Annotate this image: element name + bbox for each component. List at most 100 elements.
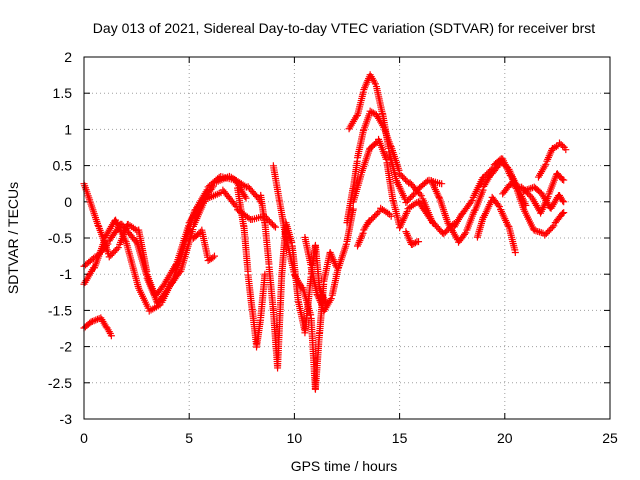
data-point — [494, 201, 502, 209]
series-arc-m — [354, 204, 395, 250]
data-point — [542, 230, 550, 238]
data-point — [265, 217, 273, 225]
data-point — [327, 295, 335, 303]
data-point — [511, 248, 519, 256]
data-point — [484, 169, 492, 177]
data-point — [369, 214, 377, 222]
data-point — [550, 222, 558, 230]
data-point — [242, 194, 250, 202]
x-tick-label: 15 — [392, 430, 408, 446]
data-point — [468, 196, 476, 204]
data-point — [489, 164, 497, 172]
series-arc-n — [402, 228, 423, 249]
series-arc-c — [80, 173, 250, 315]
data-point — [438, 180, 446, 188]
data-point — [403, 177, 411, 185]
x-tick-label: 5 — [185, 430, 193, 446]
data-point — [402, 176, 410, 184]
series-arc-f — [234, 184, 269, 351]
data-point — [387, 212, 395, 220]
data-point — [368, 215, 376, 223]
data-point — [209, 254, 217, 262]
y-tick-label: -2.5 — [48, 375, 72, 391]
data-point — [374, 209, 382, 217]
data-point — [88, 317, 96, 325]
data-point — [461, 230, 469, 238]
data-point — [92, 316, 100, 324]
data-point — [307, 311, 315, 319]
x-axis-label: GPS time / hours — [291, 458, 398, 474]
data-point — [382, 155, 390, 163]
data-point — [441, 228, 449, 236]
y-tick-label: -1.5 — [48, 302, 72, 318]
data-point — [560, 209, 568, 217]
data-point — [113, 245, 121, 253]
data-point — [483, 170, 491, 178]
series-arc-s — [520, 183, 568, 212]
data-point — [400, 174, 408, 182]
series-arc-e — [189, 226, 218, 265]
data-point — [536, 228, 544, 236]
data-point — [544, 228, 552, 236]
data-point — [548, 223, 556, 231]
data-point — [100, 237, 108, 245]
series-arc-q — [473, 193, 519, 256]
data-point — [560, 176, 568, 184]
data-point — [559, 197, 567, 205]
data-point — [359, 229, 367, 237]
data-point — [518, 183, 526, 191]
data-point — [416, 190, 424, 198]
data-point — [396, 170, 404, 178]
data-point — [417, 192, 425, 200]
data-point — [552, 143, 560, 151]
data-point — [409, 191, 417, 199]
data-point — [481, 172, 489, 180]
series-arc-p — [450, 155, 568, 239]
data-point — [467, 198, 475, 206]
data-point — [105, 253, 113, 261]
data-point — [405, 195, 413, 203]
data-point — [486, 167, 494, 175]
data-point — [371, 212, 379, 220]
data-point — [408, 192, 416, 200]
data-point — [562, 146, 570, 154]
data-point — [210, 252, 218, 260]
data-point — [108, 250, 116, 258]
data-point — [560, 198, 568, 206]
data-point — [406, 194, 414, 202]
data-point — [440, 230, 448, 238]
data-point — [403, 197, 411, 205]
y-tick-label: -2 — [60, 339, 73, 355]
data-point — [94, 221, 102, 229]
series-arc-d — [80, 314, 115, 340]
data-point — [558, 175, 566, 183]
data-point — [559, 142, 567, 150]
data-point — [241, 182, 249, 190]
data-point — [107, 251, 115, 259]
data-point — [110, 248, 118, 256]
data-point — [547, 225, 555, 233]
y-tick-label: 2 — [64, 49, 72, 65]
y-tick-label: -0.5 — [48, 230, 72, 246]
data-point — [121, 236, 129, 244]
data-point — [527, 192, 535, 200]
data-point — [415, 238, 423, 246]
data-point — [114, 244, 122, 252]
y-tick-label: 0 — [64, 194, 72, 210]
chart-title: Day 013 of 2021, Sidereal Day-to-day VTE… — [93, 20, 595, 36]
data-point — [402, 199, 410, 207]
data-point — [545, 226, 553, 234]
data-point — [479, 186, 487, 194]
y-tick-label: 1.5 — [53, 85, 73, 101]
series-arc-t — [534, 139, 570, 181]
axis-ticks: 0 5 10 15 20 25 -3 -2.5 -2 -1.5 -1 -0.5 0 0.5 1 1.5 2 — [48, 49, 618, 446]
data-point — [107, 332, 115, 340]
data-point — [372, 211, 380, 219]
series-arc-h — [269, 162, 340, 393]
data-point — [111, 247, 119, 255]
data-point — [411, 239, 419, 247]
x-tick-label: 25 — [602, 430, 618, 446]
series-arc-l — [349, 135, 458, 238]
data-point — [480, 173, 488, 181]
